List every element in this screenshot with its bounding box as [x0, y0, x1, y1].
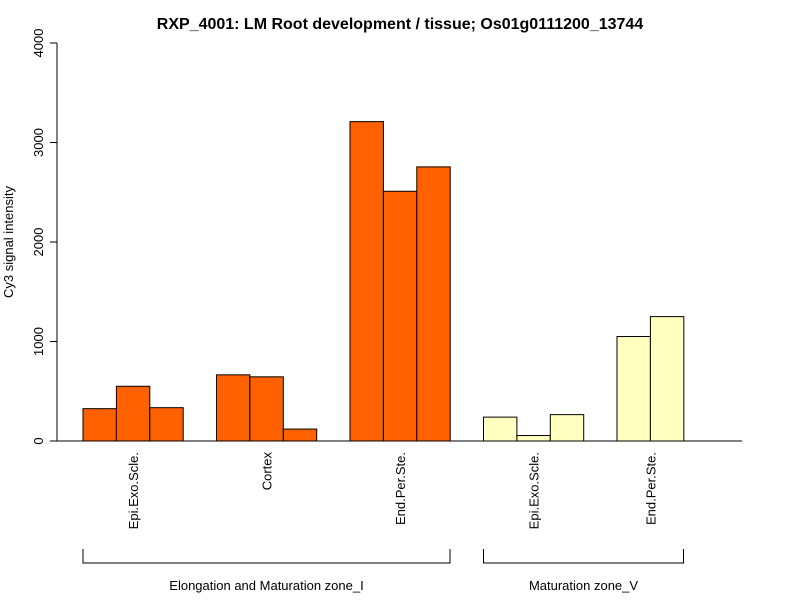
- chart-title: RXP_4001: LM Root development / tissue; …: [157, 16, 644, 33]
- x-tick-label: End.Per.Ste.: [643, 452, 658, 525]
- y-tick-label: 3000: [31, 128, 46, 157]
- bar: [349, 121, 384, 442]
- bar: [516, 435, 551, 442]
- x-tick-label: Epi.Exo.Scle.: [527, 452, 542, 529]
- bar: [649, 316, 685, 442]
- y-tick-label: 4000: [31, 29, 46, 58]
- zone-bracket: [483, 549, 684, 564]
- bar: [483, 416, 518, 442]
- bar: [382, 190, 418, 442]
- bar: [149, 407, 184, 442]
- x-tick-label: Epi.Exo.Scle.: [126, 452, 141, 529]
- bar: [216, 374, 251, 442]
- x-tick-label: End.Per.Ste.: [393, 452, 408, 525]
- bar: [549, 414, 585, 442]
- bar: [82, 408, 117, 442]
- x-tick-label: Cortex: [260, 452, 275, 491]
- x-tick-labels: Epi.Exo.Scle. Cortex End.Per.Ste. Epi.Exo.S…: [126, 452, 658, 530]
- bars: [82, 121, 685, 442]
- y-axis-label: Cy3 signal intensity: [1, 186, 16, 298]
- y-tick-label: 0: [31, 437, 46, 444]
- y-tick-label: 2000: [31, 228, 46, 257]
- zone-bracket: [82, 549, 451, 564]
- zone-brackets: Elongation and Maturation zone_I Maturati…: [82, 549, 684, 593]
- bar: [416, 166, 451, 442]
- y-ticks: 0 1000 2000 3000 4000: [31, 29, 57, 445]
- y-tick-label: 1000: [31, 327, 46, 356]
- zone-label: Elongation and Maturation zone_I: [169, 578, 363, 593]
- bar: [282, 428, 318, 442]
- bar: [249, 376, 284, 442]
- zone-label: Maturation zone_V: [529, 578, 638, 593]
- bar: [115, 385, 151, 442]
- bar: [616, 336, 651, 442]
